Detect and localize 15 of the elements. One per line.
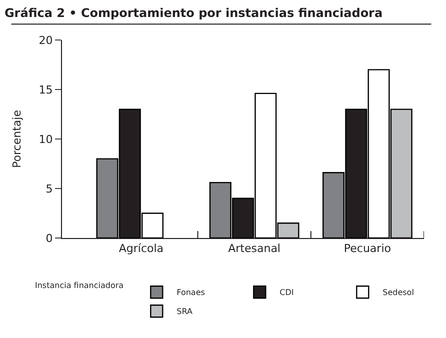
x-tick-label: Artesanal: [228, 242, 280, 256]
legend-label: CDI: [280, 288, 294, 298]
y-tick-label: 0: [46, 232, 53, 245]
legend-label: Sedesol: [382, 288, 414, 298]
x-tick-label: Pecuario: [344, 242, 392, 256]
y-tick-label: 20: [38, 34, 53, 47]
chart-title: Gráfica 2 • Comportamiento por instancias financiadora: [4, 6, 383, 20]
legend-label: SRA: [176, 307, 193, 316]
legend-title: Instancia financiadora: [35, 281, 129, 290]
x-tick-label: Agrícola: [118, 242, 164, 256]
legend-label: Fonaes: [176, 288, 205, 298]
y-axis-title: Porcentaje: [10, 110, 24, 168]
y-tick-label: 15: [38, 83, 53, 96]
y-tick-label: 5: [46, 182, 53, 196]
y-tick-label: 10: [38, 132, 53, 146]
